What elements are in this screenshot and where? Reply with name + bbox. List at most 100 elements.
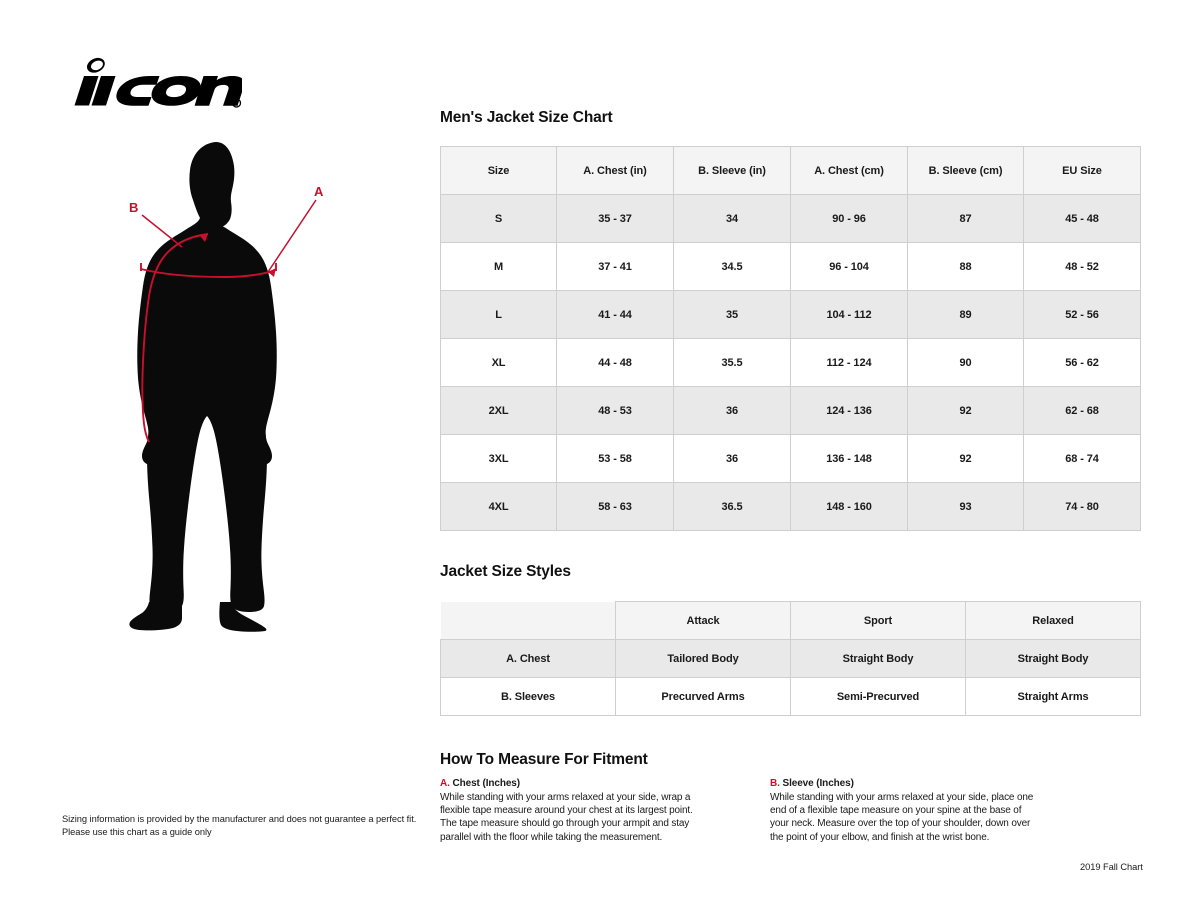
- callout-label-b: B: [129, 200, 138, 215]
- cell-chest-in: 44 - 48: [556, 338, 674, 387]
- cell-sleeve-in: 36: [673, 434, 791, 483]
- table-row: M 37 - 41 34.5 96 - 104 88 48 - 52: [440, 242, 1141, 291]
- styles-col-attack: Attack: [615, 601, 791, 640]
- fitment-sleeve-line-1: While standing with your arms relaxed at…: [770, 792, 1034, 803]
- cell-sleeve-cm: 92: [907, 386, 1024, 435]
- cell-size: XL: [440, 338, 557, 387]
- size-chart-header-row: Size A. Chest (in) B. Sleeve (in) A. Che…: [440, 146, 1141, 195]
- callout-a-arrow: [268, 268, 276, 277]
- cell-sleeve-in: 36.5: [673, 482, 791, 531]
- fitment-sleeve-line-4: the point of your elbow, and finish at t…: [770, 831, 990, 843]
- cell-chest-cm: 96 - 104: [790, 242, 908, 291]
- cell-chest-cm: 124 - 136: [790, 386, 908, 435]
- right-panel: Men's Jacket Size Chart Size A. Chest (i…: [440, 0, 1160, 900]
- cell-chest-in: 48 - 53: [556, 386, 674, 435]
- styles-col-relaxed: Relaxed: [965, 601, 1141, 640]
- fitment-chest-title: Chest (Inches): [452, 778, 521, 789]
- callout-a-leader: [267, 199, 317, 273]
- table-row: 2XL 48 - 53 36 124 - 136 92 62 - 68: [440, 386, 1141, 435]
- sleeve-measure-line: [141, 233, 209, 443]
- cell-sleeve-cm: 88: [907, 242, 1024, 291]
- cell-size: 2XL: [440, 386, 557, 435]
- styles-cell-relaxed: Straight Arms: [965, 677, 1141, 716]
- fitment-chest-line-2: flexible tape measure around your chest …: [440, 805, 693, 817]
- styles-row-label: B. Sleeves: [440, 677, 616, 716]
- disclaimer-line-1: Sizing information is provided by the ma…: [62, 814, 417, 824]
- cell-sleeve-in: 36: [673, 386, 791, 435]
- cell-size: 3XL: [440, 434, 557, 483]
- jacket-styles-heading: Jacket Size Styles: [440, 563, 571, 580]
- sleeve-arrow-head: [200, 234, 208, 242]
- cell-chest-in: 58 - 63: [556, 482, 674, 531]
- jacket-size-styles-table: Attack Sport Relaxed A. Chest Tailored B…: [440, 601, 1141, 716]
- icon-brand-logo: R: [62, 50, 242, 112]
- fitment-sleeve-block: B. Sleeve (Inches) While standing with y…: [770, 777, 1100, 844]
- sizing-disclaimer: Sizing information is provided by the ma…: [62, 813, 422, 838]
- cell-sleeve-in: 35.5: [673, 338, 791, 387]
- icon-logo-svg: R: [74, 57, 242, 108]
- fitment-sleeve-heading: B. Sleeve (Inches): [770, 777, 1100, 790]
- fitment-chest-line-3: The tape measure should go through your …: [440, 818, 690, 830]
- col-header-chest-cm: A. Chest (cm): [790, 146, 908, 195]
- cell-eu-size: 68 - 74: [1023, 434, 1141, 483]
- table-row: XL 44 - 48 35.5 112 - 124 90 56 - 62: [440, 338, 1141, 387]
- fitment-sleeve-title: Sleeve (Inches): [782, 778, 854, 789]
- cell-chest-in: 53 - 58: [556, 434, 674, 483]
- fitment-chest-body: While standing with your arms relaxed at…: [440, 791, 770, 844]
- fitment-chest-marker: A.: [440, 778, 450, 789]
- table-row: A. Chest Tailored Body Straight Body Str…: [440, 639, 1141, 678]
- table-row: 4XL 58 - 63 36.5 148 - 160 93 74 - 80: [440, 482, 1141, 531]
- fitment-heading: How To Measure For Fitment: [440, 751, 648, 768]
- fitment-instructions: A. Chest (Inches) While standing with yo…: [440, 777, 1140, 844]
- cell-sleeve-cm: 87: [907, 194, 1024, 243]
- cell-sleeve-cm: 92: [907, 434, 1024, 483]
- cell-eu-size: 45 - 48: [1023, 194, 1141, 243]
- col-header-size: Size: [440, 146, 557, 195]
- table-row: S 35 - 37 34 90 - 96 87 45 - 48: [440, 194, 1141, 243]
- table-row: B. Sleeves Precurved Arms Semi-Precurved…: [440, 677, 1141, 716]
- size-chart-table: Size A. Chest (in) B. Sleeve (in) A. Che…: [440, 146, 1141, 531]
- callout-b-leader: [141, 214, 183, 248]
- styles-col-sport: Sport: [790, 601, 966, 640]
- cell-eu-size: 52 - 56: [1023, 290, 1141, 339]
- cell-size: L: [440, 290, 557, 339]
- cell-sleeve-in: 34: [673, 194, 791, 243]
- styles-cell-relaxed: Straight Body: [965, 639, 1141, 678]
- chart-season-note: 2019 Fall Chart: [1080, 862, 1143, 872]
- col-header-sleeve-cm: B. Sleeve (cm): [907, 146, 1024, 195]
- body-silhouette-figure: A B: [120, 140, 350, 640]
- col-header-sleeve-in: B. Sleeve (in): [673, 146, 791, 195]
- fitment-sleeve-line-2: end of a flexible tape measure on your s…: [770, 805, 1022, 817]
- size-chart-heading: Men's Jacket Size Chart: [440, 109, 613, 126]
- col-header-eu-size: EU Size: [1023, 146, 1141, 195]
- fitment-chest-line-1: While standing with your arms relaxed at…: [440, 792, 691, 803]
- col-header-chest-in: A. Chest (in): [556, 146, 674, 195]
- fitment-sleeve-line-3: your neck. Measure over the top of your …: [770, 818, 1031, 830]
- styles-cell-sport: Straight Body: [790, 639, 966, 678]
- fitment-chest-block: A. Chest (Inches) While standing with yo…: [440, 777, 770, 844]
- styles-corner-cell: [440, 601, 616, 640]
- cell-sleeve-cm: 93: [907, 482, 1024, 531]
- cell-chest-cm: 104 - 112: [790, 290, 908, 339]
- disclaimer-line-2: Please use this chart as a guide only: [62, 826, 212, 837]
- cell-size: 4XL: [440, 482, 557, 531]
- cell-chest-cm: 90 - 96: [790, 194, 908, 243]
- fitment-chest-line-4: parallel with the floor while taking the…: [440, 831, 663, 843]
- cell-eu-size: 62 - 68: [1023, 386, 1141, 435]
- styles-row-label: A. Chest: [440, 639, 616, 678]
- cell-chest-cm: 112 - 124: [790, 338, 908, 387]
- cell-size: S: [440, 194, 557, 243]
- cell-sleeve-cm: 89: [907, 290, 1024, 339]
- cell-chest-cm: 148 - 160: [790, 482, 908, 531]
- styles-cell-attack: Precurved Arms: [615, 677, 791, 716]
- cell-eu-size: 74 - 80: [1023, 482, 1141, 531]
- table-row: 3XL 53 - 58 36 136 - 148 92 68 - 74: [440, 434, 1141, 483]
- silhouette-body: [129, 142, 277, 632]
- cell-size: M: [440, 242, 557, 291]
- cell-eu-size: 48 - 52: [1023, 242, 1141, 291]
- callout-label-a: A: [314, 184, 324, 199]
- styles-header-row: Attack Sport Relaxed: [440, 601, 1141, 640]
- cell-chest-in: 41 - 44: [556, 290, 674, 339]
- fitment-chest-heading: A. Chest (Inches): [440, 777, 770, 790]
- cell-chest-in: 37 - 41: [556, 242, 674, 291]
